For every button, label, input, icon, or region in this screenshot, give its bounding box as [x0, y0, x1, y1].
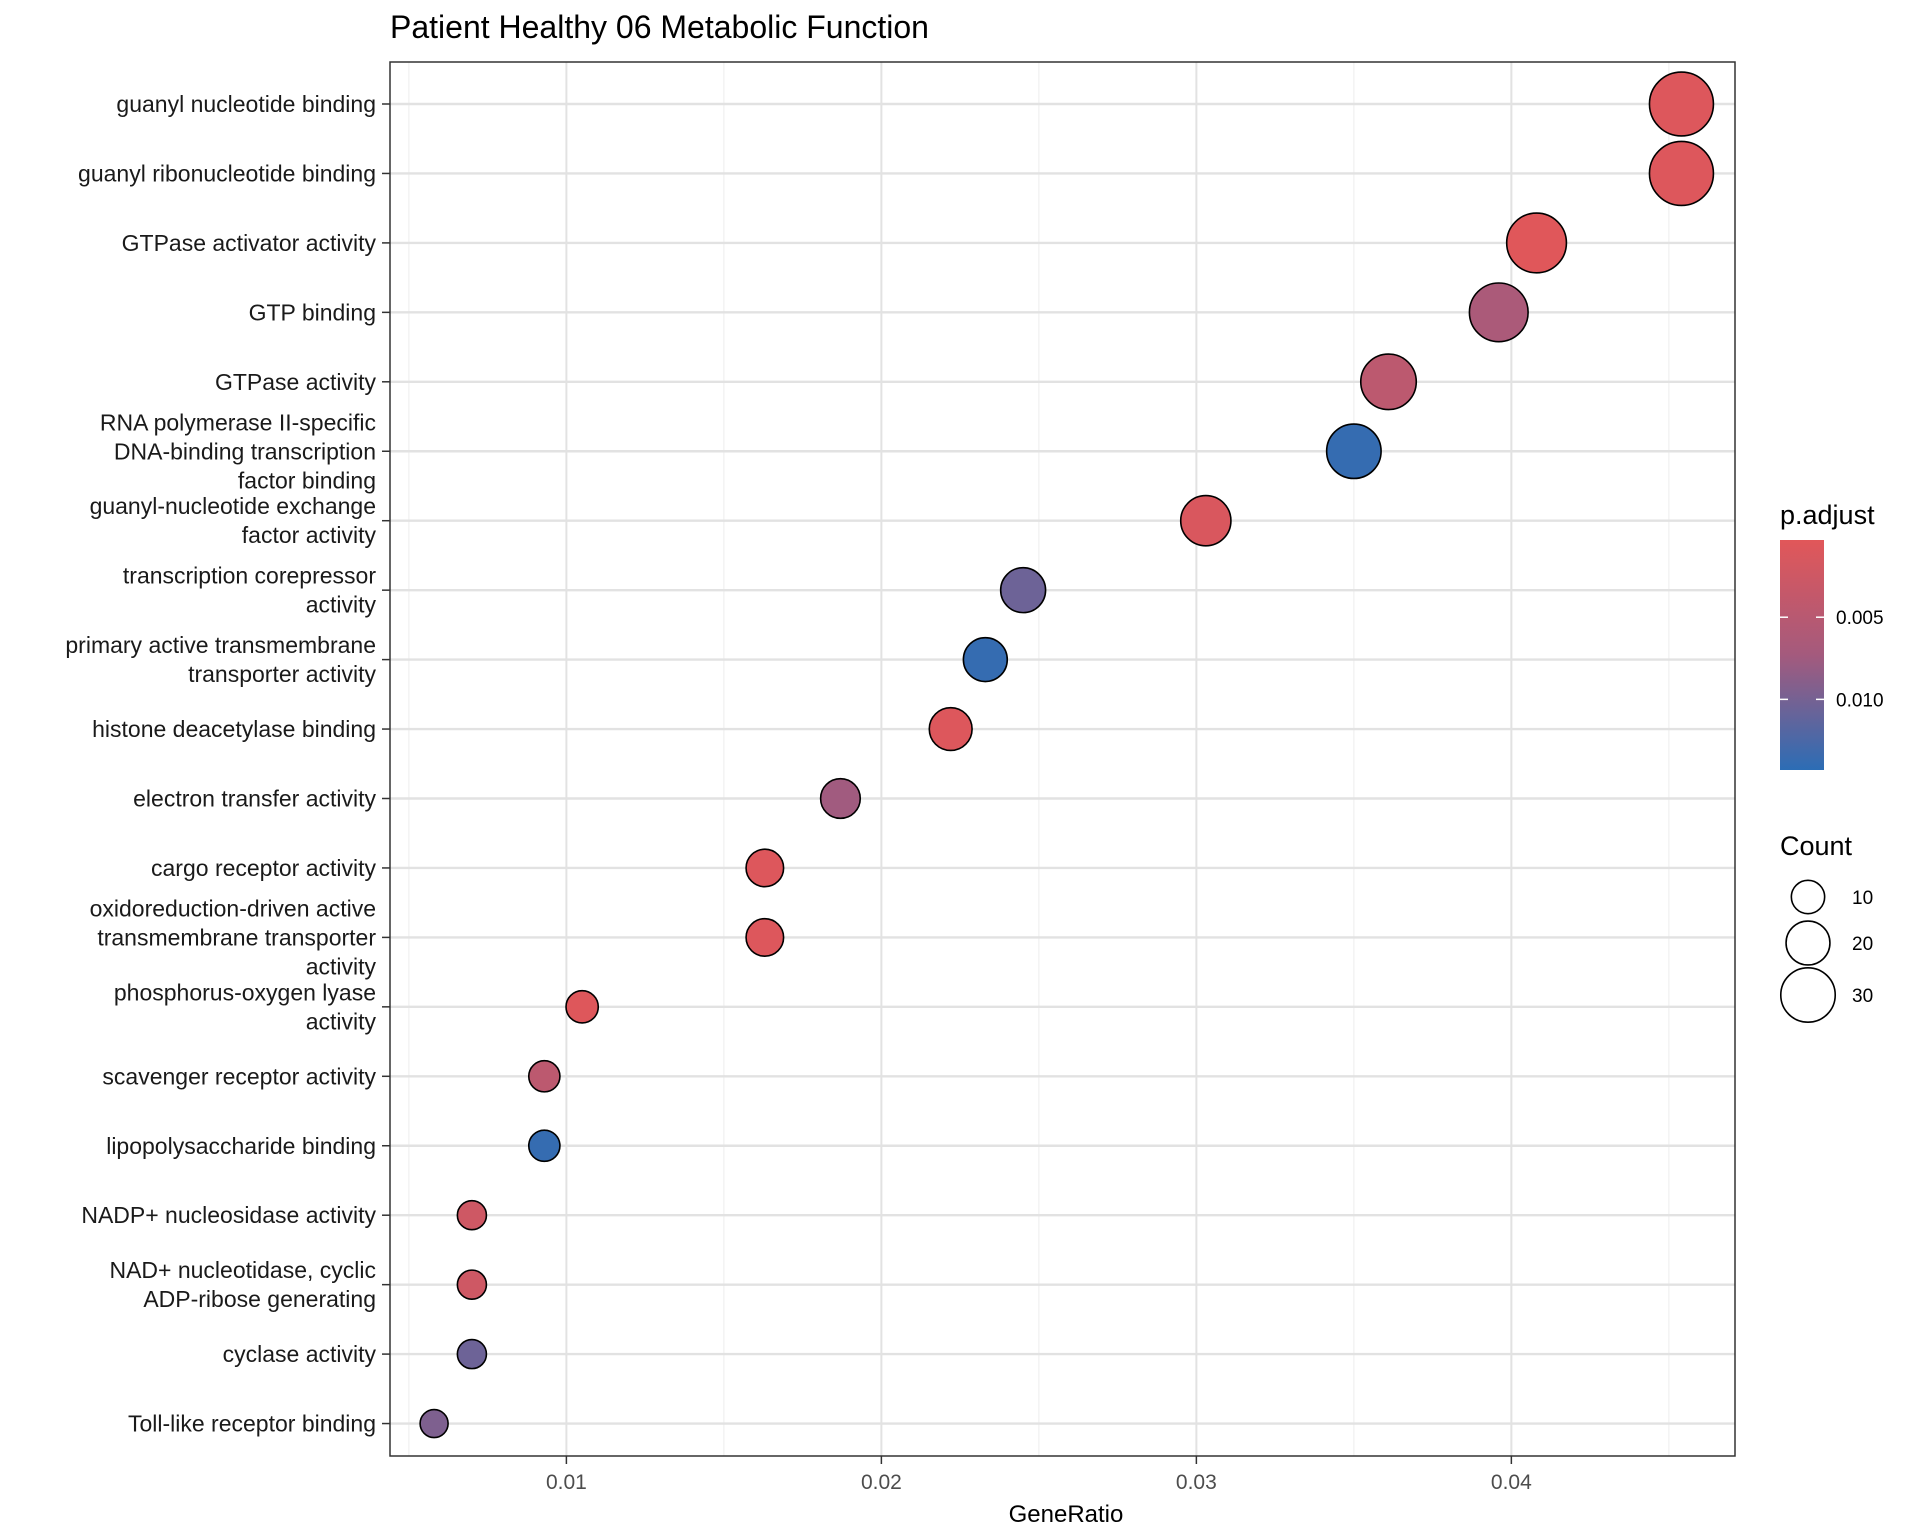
category-label: phosphorus-oxygen lyase — [114, 979, 376, 1005]
category-label: NAD+ nucleotidase, cyclic — [109, 1257, 376, 1283]
data-point — [1648, 71, 1715, 137]
x-tick-label: 0.01 — [546, 1471, 587, 1494]
size-legend: Count 10 20 30 — [1779, 831, 1873, 1024]
category-label: RNA polymerase II-specific — [100, 409, 376, 435]
data-point — [527, 1129, 561, 1163]
size-legend-circle — [1779, 966, 1837, 1024]
data-point — [999, 566, 1047, 614]
data-point — [1468, 282, 1529, 343]
data-point — [1325, 423, 1382, 480]
chart-title: Patient Healthy 06 Metabolic Function — [390, 9, 929, 45]
data-point — [745, 917, 785, 957]
category-label: activity — [306, 953, 377, 979]
category-label: activity — [306, 592, 377, 618]
data-point — [456, 1338, 488, 1370]
size-legend-label: 10 — [1852, 888, 1873, 909]
category-label: Toll-like receptor binding — [128, 1411, 376, 1437]
category-label: guanyl nucleotide binding — [116, 91, 376, 117]
size-legend-circle — [1785, 920, 1831, 966]
category-label: cyclase activity — [223, 1341, 377, 1367]
data-point — [456, 1269, 488, 1300]
color-bar — [1780, 540, 1824, 770]
size-legend-circle — [1790, 879, 1826, 915]
data-point — [527, 1059, 561, 1093]
plot-border — [389, 61, 1736, 1457]
category-label: GTP binding — [249, 299, 376, 325]
category-label: lipopolysaccharide binding — [106, 1133, 376, 1159]
color-legend-title: p.adjust — [1780, 500, 1875, 530]
category-label: activity — [306, 1008, 377, 1034]
category-label: oxidoreduction-driven active — [90, 895, 376, 921]
category-label: electron transfer activity — [133, 786, 376, 812]
color-legend-label: 0.005 — [1836, 608, 1884, 629]
category-label: primary active transmembrane — [65, 632, 376, 658]
category-label: NADP+ nucleosidase activity — [81, 1202, 376, 1228]
data-point — [456, 1199, 488, 1231]
data-point — [1505, 212, 1568, 274]
category-label: GTPase activator activity — [122, 230, 377, 256]
color-legend: p.adjust 0.005 0.010 — [1780, 500, 1884, 770]
x-axis: 0.01 0.02 0.03 0.04 — [546, 1456, 1532, 1494]
data-point — [1179, 494, 1232, 547]
data-point — [1359, 353, 1418, 411]
data-point — [962, 636, 1009, 683]
data-point — [565, 989, 600, 1024]
data-points — [419, 71, 1715, 1439]
category-label: factor binding — [238, 467, 376, 493]
data-point — [819, 777, 862, 820]
category-label: transporter activity — [188, 661, 376, 687]
x-tick-label: 0.03 — [1176, 1471, 1217, 1494]
category-label: transmembrane transporter — [97, 924, 376, 950]
category-label: cargo receptor activity — [151, 855, 376, 881]
category-label: ADP-ribose generating — [143, 1286, 376, 1312]
size-legend-label: 30 — [1852, 986, 1873, 1007]
y-axis: guanyl nucleotide binding guanyl ribonucl… — [65, 91, 390, 1437]
size-legend-title: Count — [1780, 831, 1853, 861]
x-axis-title: GeneRatio — [1009, 1501, 1124, 1528]
category-label: GTPase activity — [215, 369, 377, 395]
data-point — [928, 706, 973, 752]
category-label: factor activity — [242, 522, 377, 548]
size-legend-label: 20 — [1852, 934, 1873, 955]
color-legend-label: 0.010 — [1836, 690, 1884, 711]
data-point — [745, 848, 785, 888]
category-label: scavenger receptor activity — [102, 1063, 376, 1089]
data-point — [419, 1408, 449, 1439]
category-label: guanyl ribonucleotide binding — [78, 160, 376, 186]
x-tick-label: 0.02 — [861, 1471, 902, 1494]
category-label: guanyl-nucleotide exchange — [90, 493, 376, 519]
x-tick-label: 0.04 — [1491, 1471, 1532, 1494]
category-label: histone deacetylase binding — [92, 716, 376, 742]
data-point — [1648, 140, 1715, 207]
category-label: transcription corepressor — [123, 563, 376, 589]
category-label: DNA-binding transcription — [114, 438, 376, 464]
